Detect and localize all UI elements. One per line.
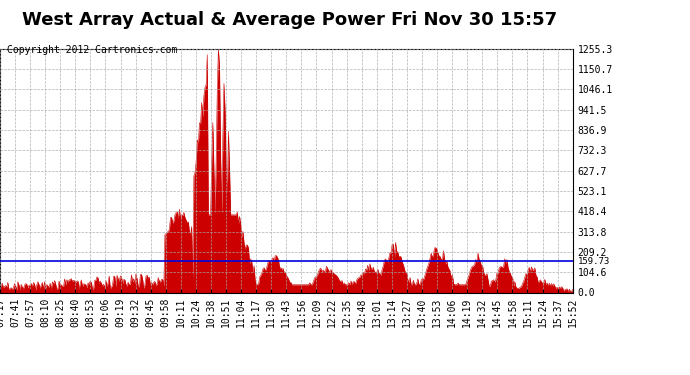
Text: West Array Actual & Average Power Fri Nov 30 15:57: West Array Actual & Average Power Fri No…	[22, 11, 558, 29]
Text: Copyright 2012 Cartronics.com: Copyright 2012 Cartronics.com	[7, 45, 177, 55]
Text: 159.73: 159.73	[578, 257, 611, 266]
